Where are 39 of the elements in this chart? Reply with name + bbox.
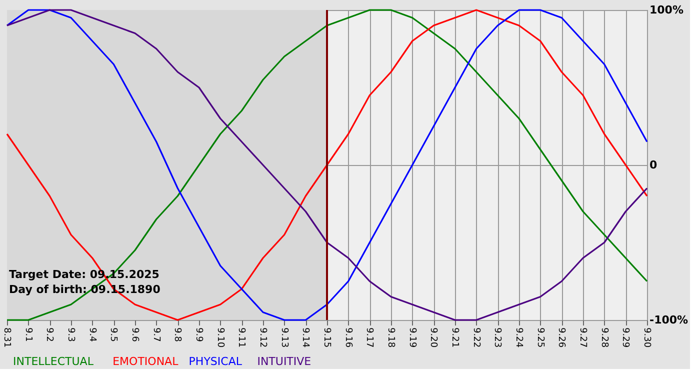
text: INTUITIVE bbox=[257, 355, 312, 368]
x-tick-label: 9.11 bbox=[236, 328, 246, 348]
x-tick-label: 9.12 bbox=[258, 328, 268, 348]
x-tick-label: 9.10 bbox=[214, 328, 225, 348]
x-tick-label: 9.14 bbox=[300, 328, 310, 348]
y-tick-label: 100% bbox=[650, 4, 684, 16]
x-tick-label: 9.2 bbox=[44, 328, 54, 342]
y-tick-label: -100% bbox=[650, 314, 688, 326]
x-tick-label: 9.27 bbox=[578, 328, 588, 348]
x-tick-label: 9.4 bbox=[86, 328, 97, 342]
x-tick-label: 9.21 bbox=[450, 328, 460, 348]
x-tick-label: 9.26 bbox=[556, 328, 566, 348]
x-tick-label: 8.31 bbox=[2, 328, 12, 348]
x-tick-label: 9.5 bbox=[108, 328, 118, 342]
x-tick-label: 9.7 bbox=[150, 328, 161, 342]
x-tick-label: 9.30 bbox=[642, 328, 652, 348]
x-tick-label: 9.25 bbox=[534, 328, 545, 348]
text: INTELLECTUAL bbox=[13, 355, 94, 368]
x-tick-label: 9.3 bbox=[66, 328, 76, 342]
x-tick-label: 9.6 bbox=[130, 328, 140, 342]
x-tick-label: 9.20 bbox=[428, 328, 438, 348]
x-tick-label: 9.8 bbox=[172, 328, 182, 342]
y-tick-label: 0 bbox=[650, 158, 658, 172]
x-tick-label: 9.29 bbox=[620, 328, 630, 348]
x-tick-label: 9.18 bbox=[386, 328, 396, 348]
x-tick-label: 9.23 bbox=[492, 328, 502, 348]
x-tick-label: 9.17 bbox=[364, 328, 374, 348]
x-tick-label: 9.22 bbox=[470, 328, 481, 348]
x-tick-label: 9.1 bbox=[22, 328, 33, 342]
text: EMOTIONAL bbox=[112, 355, 180, 368]
x-tick-label: 9.16 bbox=[342, 328, 353, 348]
x-tick-label: 9.15 bbox=[322, 328, 332, 348]
x-tick-label: 9.28 bbox=[598, 328, 609, 348]
x-tick-label: 9.24 bbox=[514, 328, 524, 348]
x-tick-label: 9.13 bbox=[278, 328, 289, 348]
x-tick-label: 9.9 bbox=[194, 328, 204, 342]
line-series bbox=[6, 9, 648, 321]
x-tick-label: 9.19 bbox=[406, 328, 417, 348]
text: PHYSICAL bbox=[188, 355, 243, 368]
